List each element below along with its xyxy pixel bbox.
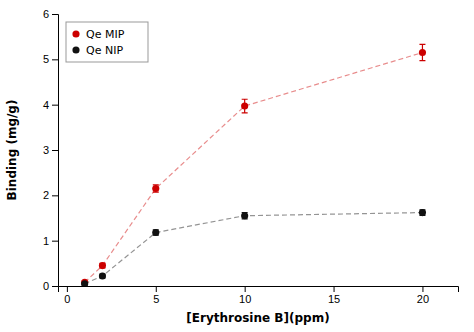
tick-label: 2 <box>43 189 49 201</box>
point <box>241 102 248 109</box>
error-bar <box>242 213 248 219</box>
tick: 20 <box>417 286 429 305</box>
legend-swatch <box>72 30 79 37</box>
legend: Qe MIP Qe NIP <box>66 22 148 62</box>
tick: 2 <box>43 189 58 201</box>
tick: 15 <box>328 286 340 305</box>
tick: 5 <box>153 286 159 305</box>
legend-item: Qe NIP <box>72 44 123 57</box>
marks <box>81 44 426 286</box>
tick-label: 15 <box>328 293 340 305</box>
tick: 0 <box>43 280 58 292</box>
tick-mark <box>52 59 58 60</box>
point <box>241 212 248 219</box>
point <box>99 272 106 279</box>
tick-mark <box>245 286 246 292</box>
point <box>419 209 426 216</box>
tick: 4 <box>43 99 58 111</box>
legend-item: Qe MIP <box>72 28 124 41</box>
series <box>81 209 426 286</box>
error-bar <box>153 230 159 235</box>
tick: 5 <box>43 53 58 65</box>
point <box>99 262 106 269</box>
x-axis: 0 5 10 15 20 <box>59 286 459 305</box>
axis-line <box>59 287 459 293</box>
tick-label: 5 <box>43 53 49 65</box>
tick-mark <box>334 286 335 292</box>
axis-line <box>52 15 59 287</box>
tick-mark <box>156 286 157 292</box>
chart: 0 5 10 15 20 0 1 2 3 4 5 6 Qe MIP Qe NIP [Erythrosine … <box>0 0 474 332</box>
tick-label: 0 <box>43 280 49 292</box>
point <box>81 280 88 286</box>
tick-mark <box>67 286 68 292</box>
tick: 3 <box>43 144 58 156</box>
tick-label: 5 <box>153 293 159 305</box>
tick-mark <box>52 14 58 15</box>
legend-swatch <box>72 46 79 53</box>
tick-mark <box>52 286 58 287</box>
x-axis-label: [Erythrosine B](ppm) <box>186 311 329 325</box>
tick-label: 0 <box>64 293 70 305</box>
point <box>152 185 159 192</box>
tick: 10 <box>239 286 251 305</box>
tick-label: 6 <box>43 8 49 20</box>
tick: 0 <box>64 286 70 305</box>
tick-label: 1 <box>43 235 49 247</box>
tick-label: 20 <box>417 293 429 305</box>
tick-label: 10 <box>239 293 251 305</box>
error-bar <box>419 210 425 215</box>
tick-mark <box>52 150 58 151</box>
legend-label: Qe NIP <box>86 44 123 57</box>
line <box>85 213 423 284</box>
tick-mark <box>422 286 423 292</box>
tick-mark <box>52 195 58 196</box>
error-bar <box>242 99 248 113</box>
tick-mark <box>52 105 58 106</box>
legend-label: Qe MIP <box>86 28 125 41</box>
point <box>419 49 426 56</box>
series <box>81 44 426 286</box>
line <box>85 53 423 283</box>
tick-label: 4 <box>43 99 49 111</box>
error-bar <box>419 44 425 60</box>
legend-frame <box>66 22 148 62</box>
tick-mark <box>52 241 58 242</box>
tick: 1 <box>43 235 58 247</box>
plot-area: 0 5 10 15 20 0 1 2 3 4 5 6 Qe MIP Qe NIP <box>43 8 459 305</box>
error-bar <box>153 185 159 192</box>
y-axis-label: Binding (mg/g) <box>5 100 19 201</box>
point <box>152 229 159 236</box>
y-axis: 0 1 2 3 4 5 6 <box>43 8 59 292</box>
tick: 6 <box>43 8 58 20</box>
tick-label: 3 <box>43 144 49 156</box>
